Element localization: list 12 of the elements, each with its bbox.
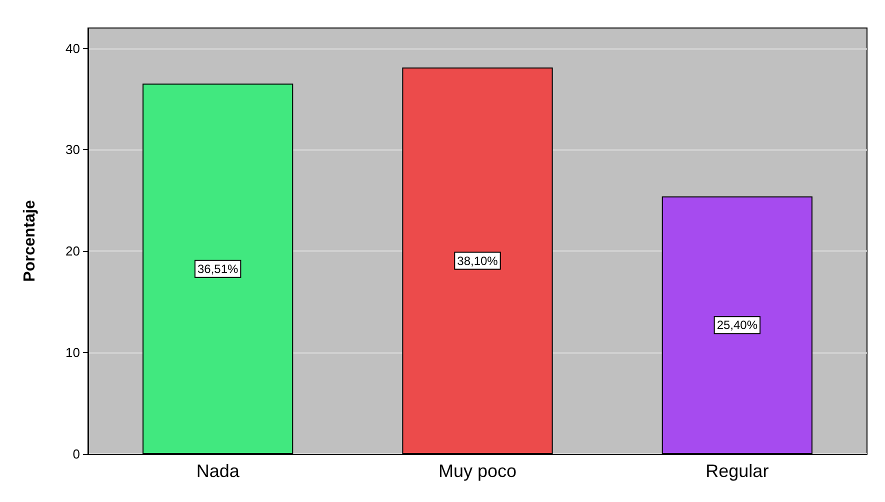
- data-label: 38,10%: [457, 254, 498, 268]
- data-label: 25,40%: [716, 318, 758, 332]
- y-axis-title: Porcentaje: [22, 200, 38, 282]
- y-tick-label: 20: [66, 244, 80, 259]
- y-tick-label: 0: [72, 446, 80, 462]
- data-label: 36,51%: [197, 262, 239, 276]
- x-tick-label: Nada: [196, 461, 240, 481]
- y-tick-label: 40: [66, 40, 80, 56]
- y-tick-label: 10: [66, 345, 80, 360]
- y-tick-label: 30: [66, 142, 80, 158]
- x-tick-label: Regular: [706, 461, 769, 481]
- x-tick-label: Muy poco: [438, 461, 517, 481]
